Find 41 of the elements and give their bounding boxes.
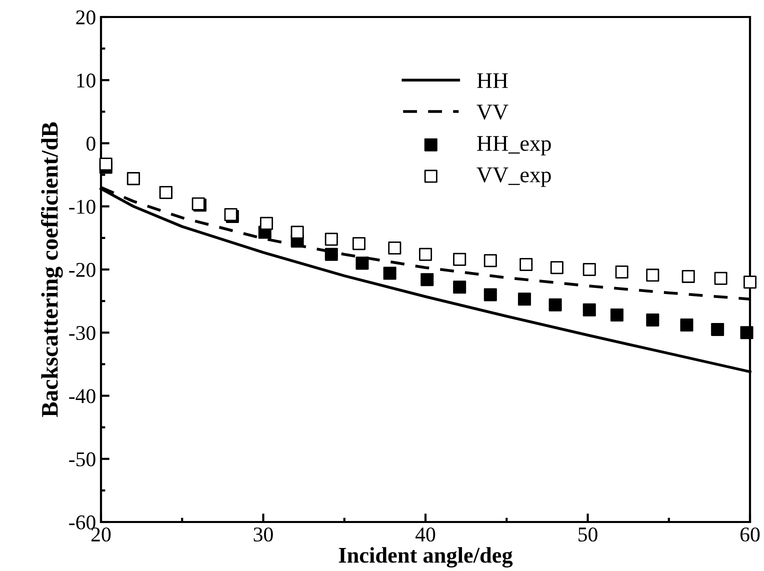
point [260, 216, 273, 230]
y-tick-label: -60 [69, 515, 96, 530]
point [484, 288, 497, 302]
point [582, 303, 596, 316]
y-tick-label: -40 [69, 389, 96, 404]
point [714, 272, 728, 285]
point [290, 226, 304, 239]
y-tick-label: -30 [69, 326, 96, 340]
point [646, 268, 660, 282]
x-tick-label: 20 [92, 527, 111, 542]
y-axis-title: Backscattering coefficient/dB [40, 122, 63, 417]
point [610, 308, 624, 322]
point [680, 318, 694, 332]
point [711, 322, 724, 336]
x-tick-label: 40 [415, 527, 436, 542]
legend-label: HH [477, 73, 508, 88]
point [324, 232, 338, 246]
y-tick-label: 10 [77, 74, 96, 88]
y-tick-label: -50 [69, 452, 96, 466]
legend-label: VV [476, 104, 508, 120]
point [420, 273, 434, 286]
x-tick-label: 60 [740, 527, 760, 542]
point [518, 292, 531, 306]
point [324, 248, 338, 261]
point [356, 256, 369, 270]
point [740, 326, 754, 340]
point [646, 313, 660, 327]
y-tick-label: -20 [69, 262, 96, 277]
legend-label: VV_exp [476, 168, 551, 187]
legend-label: HH_exp [477, 136, 551, 156]
x-tick-label: 30 [254, 527, 273, 542]
point [383, 266, 396, 280]
point [548, 298, 562, 312]
x-axis-title: Incident angle/deg [338, 547, 513, 568]
x-tick-label: 50 [578, 527, 598, 542]
y-tick-label: -10 [69, 200, 96, 214]
point [99, 158, 112, 171]
y-tick-label: 0 [86, 136, 96, 151]
point [743, 276, 757, 289]
point [453, 280, 466, 294]
y-tick-label: 20 [76, 10, 96, 24]
